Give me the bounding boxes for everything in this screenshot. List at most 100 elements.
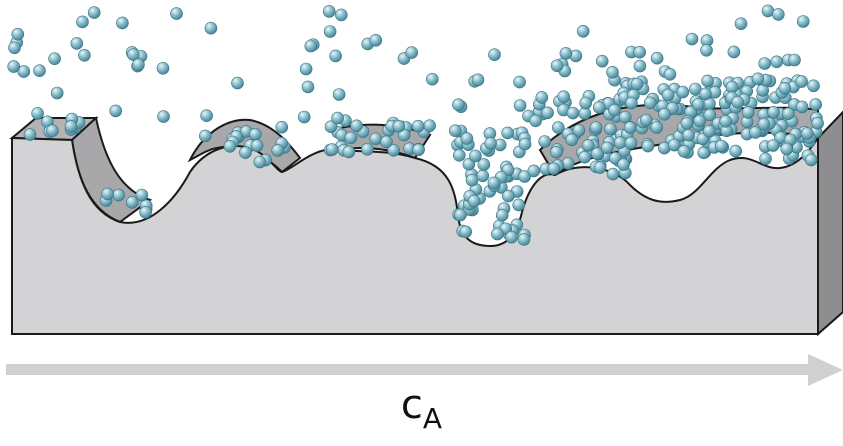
sphere-icon [369,33,383,47]
sphere-icon [199,129,212,143]
sphere-icon [332,88,346,101]
sphere-icon [46,124,59,137]
sphere-icon [299,62,313,76]
sphere-icon [250,139,264,152]
sphere-icon [551,121,565,134]
sphere-icon [501,126,514,140]
sphere-icon [699,87,712,101]
sphere-icon [766,139,780,152]
sphere-icon [702,124,716,138]
sphere-icon [592,101,606,114]
sphere-icon [76,15,89,29]
sphere-icon [223,140,237,153]
sphere-icon [101,187,114,201]
sphere-icon [301,80,315,94]
sphere-icon [329,49,342,63]
sphere-icon [757,117,771,131]
sphere-icon [501,189,515,203]
sphere-icon [405,46,419,59]
sphere-icon [677,145,691,158]
sphere-icon [135,188,149,202]
sphere-icon [595,54,609,68]
sphere-icon [701,74,714,88]
sphere-icon [725,80,739,94]
sphere-icon [109,104,122,118]
sphere-icon [613,136,627,149]
sphere-icon [749,126,762,139]
sphere-icon [541,106,554,120]
sphere-icon [700,43,713,57]
sphere-icon [411,119,425,133]
sphere-icon [557,90,571,103]
sphere-icon [561,157,575,170]
sphere-icon [112,188,125,202]
sphere-icon [731,95,745,109]
sphere-icon [581,139,595,152]
sphere-icon [661,88,675,102]
sphere-icon [513,99,527,112]
sphere-icon [550,59,564,72]
sphere-icon [70,37,84,50]
sphere-icon [795,100,809,114]
sphere-icon [676,85,690,99]
sphere-icon [625,96,638,110]
sphere-icon [322,5,336,18]
sphere-icon [578,150,592,164]
sphere-icon [576,24,590,38]
sphere-icon [156,62,170,75]
sphere-icon [572,124,586,137]
sphere-icon [565,133,579,147]
sphere-icon [758,57,772,70]
sphere-icon [127,48,140,61]
sphere-icon [467,194,481,208]
sphere-icon [33,64,46,77]
sphere-icon [606,66,619,79]
sphere-icon [350,119,363,133]
sphere-icon [529,114,542,128]
sphere-icon [517,233,531,246]
sphere-icon [477,158,491,171]
sphere-icon [460,132,474,145]
sphere-icon [771,8,785,21]
sphere-icon [249,128,262,141]
sphere-icon [593,161,607,174]
sphere-icon [667,138,681,152]
sphere-icon [334,8,348,22]
sphere-icon [331,111,344,125]
sphere-icon [547,162,561,175]
sphere-icon [48,52,61,66]
sphere-icon [23,128,37,141]
slab-side-face [817,110,843,337]
sphere-icon [471,73,485,87]
slab-front-face [11,134,819,335]
sphere-icon [535,91,549,104]
sphere-icon [800,127,814,140]
sphere-icon [796,15,810,28]
sphere-icon [344,131,358,145]
sphere-icon [778,81,792,95]
sphere-icon [527,164,541,178]
sphere-icon [559,47,573,60]
sphere-icon [606,167,620,181]
sphere-icon [633,59,647,73]
sphere-icon [297,110,311,124]
sphere-icon [423,119,436,132]
sphere-icon [87,6,101,19]
sphere-icon [361,143,374,156]
sphere-icon [170,7,183,20]
sphere-icon [590,147,604,160]
sphere-icon [693,114,706,128]
sphere-icon [617,158,630,171]
sphere-icon [116,16,129,30]
sphere-icon [608,103,621,117]
sphere-icon [204,21,218,35]
sphere-icon [50,86,64,100]
sphere-icon [392,120,406,133]
sphere-icon [650,121,664,134]
sphere-icon [453,208,467,222]
sphere-icon [734,17,748,31]
sphere-icon [650,51,664,65]
sphere-icon [578,107,592,120]
sphere-icon [157,110,170,123]
